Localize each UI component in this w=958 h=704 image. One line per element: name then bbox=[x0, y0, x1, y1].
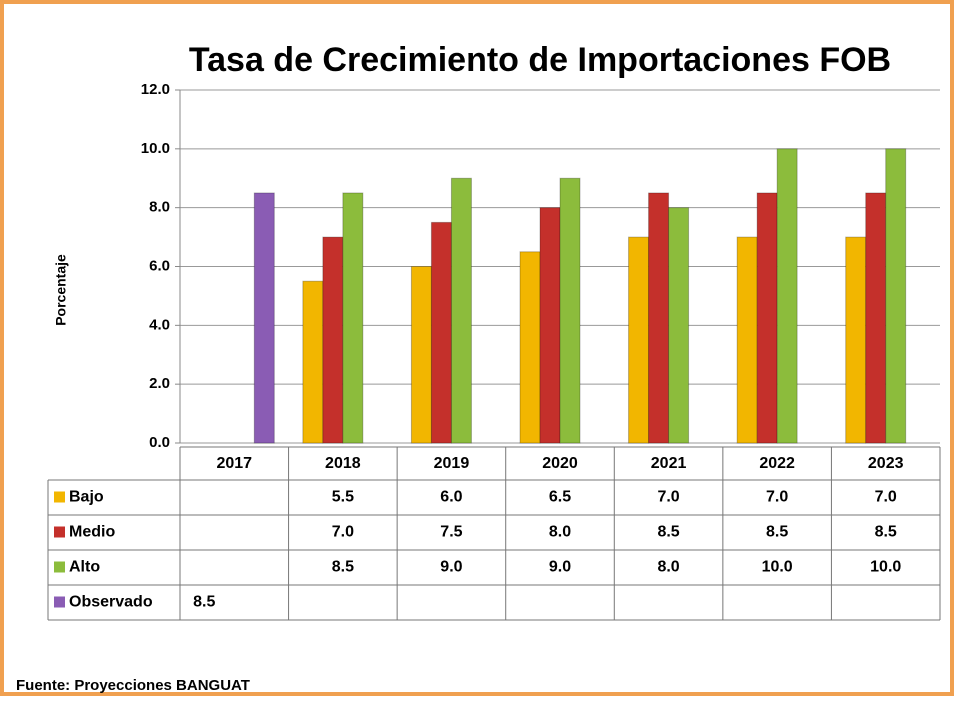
legend-swatch bbox=[54, 561, 65, 573]
bar bbox=[450, 177, 472, 444]
x-tick-label: 2018 bbox=[325, 455, 361, 472]
bar bbox=[668, 207, 690, 444]
x-tick-label: 2020 bbox=[542, 455, 578, 472]
legend-label: Medio bbox=[69, 524, 115, 541]
y-tick-label: 4.0 bbox=[149, 316, 170, 333]
x-tick-label: 2023 bbox=[868, 455, 904, 472]
legend-swatch bbox=[54, 526, 65, 538]
table-value: 8.5 bbox=[657, 524, 679, 541]
y-tick-label: 0.0 bbox=[149, 434, 170, 451]
source: Fuente: Proyecciones BANGUAT bbox=[16, 677, 250, 694]
bar bbox=[648, 192, 670, 444]
table-value: 8.5 bbox=[766, 524, 788, 541]
chart-title: Tasa de Crecimiento de Importaciones FOB bbox=[189, 41, 891, 79]
table-value: 10.0 bbox=[762, 559, 793, 576]
table-value: 8.5 bbox=[193, 594, 215, 611]
legend-swatch bbox=[54, 596, 65, 608]
bar bbox=[756, 192, 778, 444]
table-value: 6.5 bbox=[549, 489, 571, 506]
table-value: 7.0 bbox=[875, 489, 897, 506]
y-tick-label: 6.0 bbox=[149, 257, 170, 274]
bar bbox=[410, 266, 432, 444]
legend-label: Observado bbox=[69, 594, 153, 611]
y-tick-label: 8.0 bbox=[149, 199, 170, 216]
bar bbox=[342, 192, 364, 444]
bar bbox=[865, 192, 887, 444]
x-tick-label: 2019 bbox=[434, 455, 470, 472]
x-tick-label: 2017 bbox=[216, 455, 252, 472]
y-tick-label: 10.0 bbox=[141, 140, 170, 157]
table-value: 5.5 bbox=[332, 489, 354, 506]
legend-label: Alto bbox=[69, 559, 100, 576]
table-value: 6.0 bbox=[440, 489, 462, 506]
bar bbox=[430, 221, 452, 444]
bar bbox=[559, 177, 581, 444]
bar bbox=[845, 236, 867, 444]
table-value: 8.5 bbox=[875, 524, 897, 541]
bar bbox=[322, 236, 344, 444]
bar bbox=[776, 148, 798, 444]
table-value: 9.0 bbox=[549, 559, 571, 576]
table-value: 7.5 bbox=[440, 524, 462, 541]
table-value: 10.0 bbox=[870, 559, 901, 576]
bar bbox=[885, 148, 907, 444]
table-value: 7.0 bbox=[657, 489, 679, 506]
bar bbox=[628, 236, 650, 444]
y-tick-label: 2.0 bbox=[149, 375, 170, 392]
table-value: 7.0 bbox=[332, 524, 354, 541]
bar bbox=[736, 236, 758, 444]
x-tick-label: 2021 bbox=[651, 455, 687, 472]
bar bbox=[519, 251, 541, 444]
legend-label: Bajo bbox=[69, 489, 104, 506]
y-axis-label: Porcentaje bbox=[53, 254, 69, 326]
legend-swatch bbox=[54, 491, 65, 503]
table-value: 9.0 bbox=[440, 559, 462, 576]
bar bbox=[302, 280, 324, 444]
bar bbox=[539, 207, 561, 444]
x-tick-label: 2022 bbox=[759, 455, 795, 472]
table-value: 8.0 bbox=[657, 559, 679, 576]
table-value: 8.5 bbox=[332, 559, 354, 576]
table-value: 8.0 bbox=[549, 524, 571, 541]
y-tick-label: 12.0 bbox=[141, 81, 170, 98]
bar bbox=[253, 192, 275, 444]
table-value: 7.0 bbox=[766, 489, 788, 506]
